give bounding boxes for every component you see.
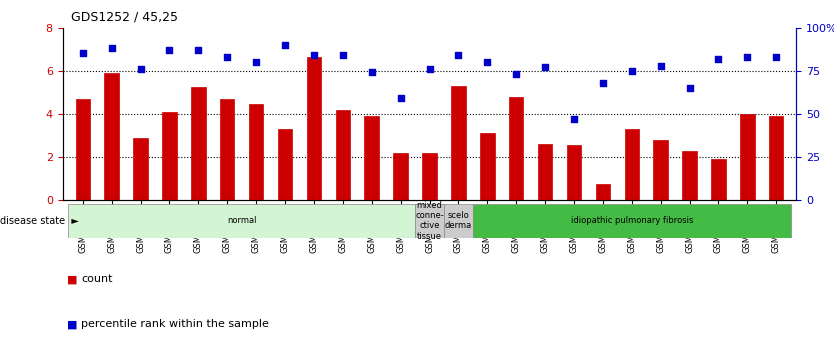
Point <box>249 59 263 65</box>
Bar <box>191 87 205 200</box>
Point <box>307 52 320 58</box>
Point <box>539 65 552 70</box>
Bar <box>509 97 524 200</box>
Point <box>510 71 523 77</box>
Point <box>423 66 436 72</box>
Text: ■: ■ <box>67 319 78 329</box>
Bar <box>278 129 292 200</box>
Point <box>192 47 205 53</box>
Bar <box>364 116 379 200</box>
Bar <box>68 204 415 238</box>
Text: scelo
derma: scelo derma <box>445 211 472 230</box>
Point <box>567 116 580 122</box>
Point <box>134 66 148 72</box>
Bar <box>444 204 473 238</box>
Bar <box>451 86 465 200</box>
Text: normal: normal <box>227 216 256 225</box>
Bar <box>133 138 148 200</box>
Point <box>105 46 118 51</box>
Bar <box>711 159 726 200</box>
Bar <box>76 99 90 200</box>
Bar <box>567 145 581 200</box>
Bar <box>740 114 755 200</box>
Bar <box>249 104 264 200</box>
Point <box>452 52 465 58</box>
Point <box>770 54 783 60</box>
Bar <box>394 152 408 200</box>
Point <box>711 56 725 61</box>
Point <box>741 54 754 60</box>
Point <box>394 96 407 101</box>
Text: GDS1252 / 45,25: GDS1252 / 45,25 <box>71 10 178 23</box>
Text: mixed
conne-
ctive
tissue: mixed conne- ctive tissue <box>415 201 444 241</box>
Point <box>76 51 89 56</box>
Bar <box>307 57 321 200</box>
Point <box>596 80 610 86</box>
Point <box>220 54 234 60</box>
Point <box>279 42 292 48</box>
Bar <box>538 144 552 200</box>
Point <box>480 59 494 65</box>
Bar <box>415 204 444 238</box>
Bar <box>654 140 668 200</box>
Bar <box>769 116 783 200</box>
Bar <box>473 204 791 238</box>
Point <box>336 52 349 58</box>
Text: disease state  ►: disease state ► <box>0 216 79 226</box>
Point <box>163 47 176 53</box>
Bar <box>163 112 177 200</box>
Bar <box>220 99 234 200</box>
Point <box>683 85 696 91</box>
Bar <box>104 73 119 200</box>
Point <box>654 63 667 68</box>
Point <box>365 70 379 75</box>
Point <box>626 68 639 73</box>
Text: idiopathic pulmonary fibrosis: idiopathic pulmonary fibrosis <box>570 216 693 225</box>
Bar <box>480 133 495 200</box>
Text: ■: ■ <box>67 275 78 284</box>
Bar <box>682 150 696 200</box>
Bar <box>335 110 350 200</box>
Text: percentile rank within the sample: percentile rank within the sample <box>81 319 269 329</box>
Bar <box>595 184 610 200</box>
Bar <box>422 152 437 200</box>
Text: count: count <box>81 275 113 284</box>
Bar <box>625 129 639 200</box>
